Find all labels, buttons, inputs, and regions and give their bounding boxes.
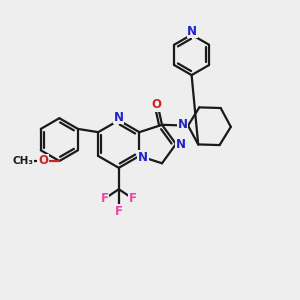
Text: F: F (101, 192, 109, 205)
Text: CH₃: CH₃ (13, 156, 34, 166)
Text: O: O (38, 154, 48, 167)
Text: N: N (138, 151, 148, 164)
Text: F: F (129, 192, 137, 205)
Text: O: O (151, 98, 161, 111)
Text: N: N (114, 111, 124, 124)
Text: N: N (176, 138, 185, 151)
Text: N: N (178, 118, 188, 130)
Text: F: F (115, 205, 123, 218)
Text: N: N (187, 25, 197, 38)
